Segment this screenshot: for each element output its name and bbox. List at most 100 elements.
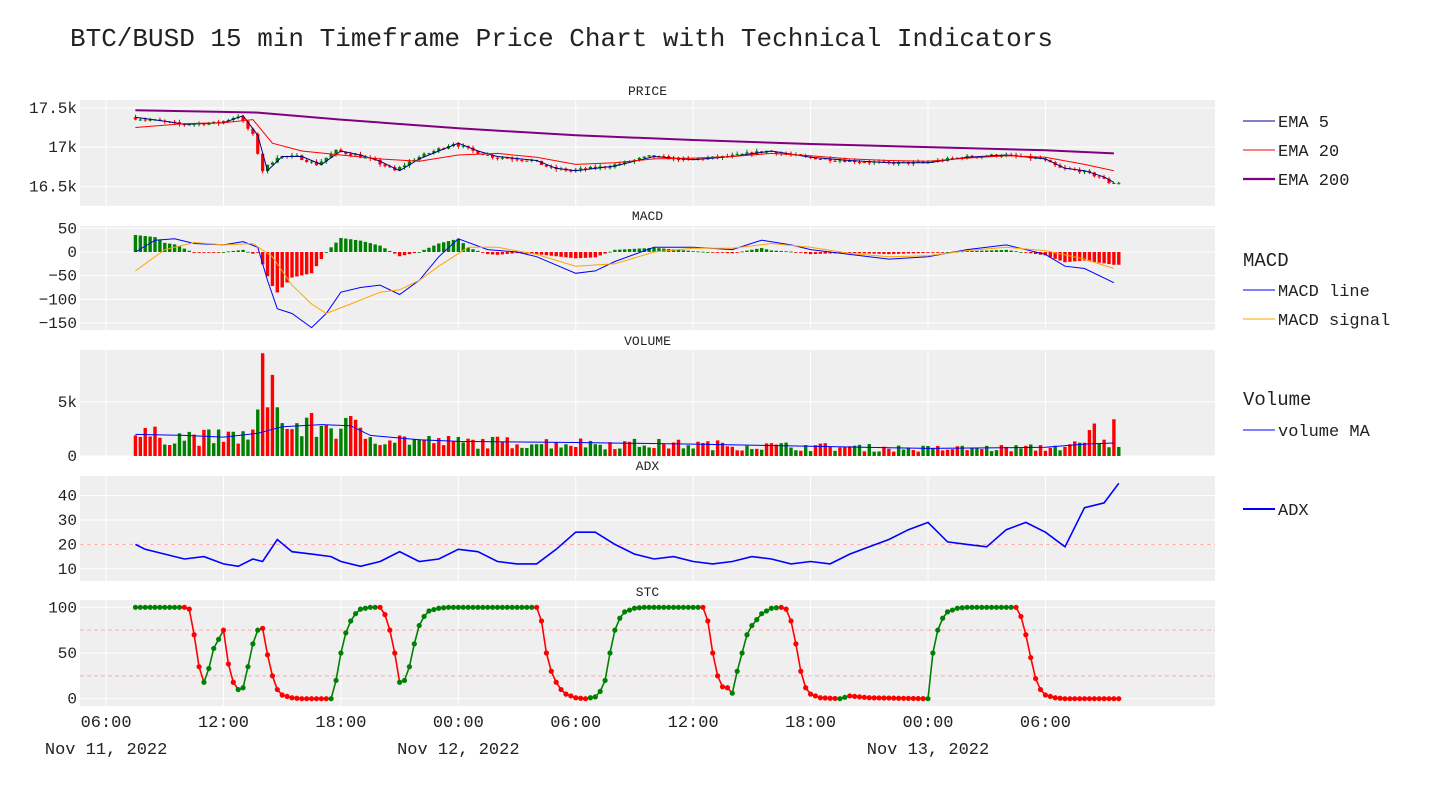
candle-body [525, 160, 529, 162]
volume-bar [339, 428, 343, 456]
x-tick-label: 18:00 [785, 714, 836, 733]
stc-marker [509, 604, 515, 610]
stc-marker [631, 605, 638, 611]
candle-body [192, 123, 196, 125]
volume-bar [725, 446, 730, 456]
candle-body [574, 169, 578, 171]
macd-hist-bar [779, 251, 783, 252]
stc-marker [323, 696, 329, 702]
candle-body [901, 161, 906, 163]
volume-bar [422, 440, 426, 456]
macd-hist-bar [388, 250, 392, 252]
volume-bar [701, 442, 705, 456]
stc-marker [817, 695, 823, 701]
macd-hist-bar [481, 252, 485, 253]
candle-body [867, 162, 871, 164]
macd-hist-bar [138, 235, 143, 252]
stc-marker [436, 605, 442, 611]
volume-bar [569, 445, 573, 456]
stc-marker [211, 645, 217, 652]
legend-macd-line-label: MACD line [1278, 283, 1370, 302]
stc-segment [222, 630, 230, 665]
stc-marker [1003, 604, 1009, 610]
macd-hist-bar [510, 252, 514, 254]
stc-marker [886, 695, 892, 701]
stc-marker [519, 604, 525, 610]
stc-marker [822, 695, 828, 701]
macd-hist-bar [133, 234, 138, 252]
volume-bar [1033, 450, 1038, 456]
candle-body [456, 144, 460, 147]
series-macd-line [135, 238, 1115, 329]
volume-bar [397, 435, 402, 456]
stc-marker [949, 607, 956, 613]
volume-bar [525, 448, 529, 456]
macd-hist-bar [882, 252, 886, 254]
macd-hist-bar [1029, 252, 1033, 254]
candle-body [309, 161, 314, 163]
macd-hist-bar [339, 237, 343, 252]
macd-hist-bar [588, 252, 593, 258]
candle-body [437, 148, 441, 151]
stc-marker [592, 694, 598, 700]
macd-hist-bar [221, 252, 226, 253]
volume-bar [984, 445, 989, 456]
macd-hist-bar [300, 252, 304, 276]
candle-body [270, 162, 275, 165]
volume-bar [432, 443, 436, 456]
stc-marker [930, 650, 936, 656]
volume-panel-title: VOLUME [624, 334, 671, 349]
legend-ema200-label: EMA 200 [1278, 172, 1349, 191]
stc-segment [208, 648, 215, 669]
volume-bar [172, 443, 177, 456]
stc-segment [384, 614, 391, 631]
volume-bar [280, 423, 284, 456]
macd-hist-bar [212, 252, 216, 253]
adx-panel-title: ADX [636, 459, 660, 474]
volume-bar [373, 443, 377, 456]
candle-body [490, 154, 495, 158]
volume-bar [671, 442, 676, 456]
macd-hist-bar [251, 252, 255, 254]
stc-marker [181, 604, 187, 610]
macd-hist-bar [725, 252, 730, 254]
macd-hist-bar [1082, 252, 1087, 261]
stc-marker [993, 604, 1000, 610]
candle-body [246, 121, 250, 129]
macd-hist-bar [334, 242, 338, 252]
stc-marker [543, 650, 549, 656]
stc-y-tick-label: 100 [48, 599, 77, 617]
stc-marker [445, 604, 452, 610]
volume-bar [916, 451, 920, 456]
volume-bar [1024, 445, 1028, 456]
macd-hist-bar [901, 252, 906, 254]
stc-marker [250, 641, 256, 647]
stc-marker [475, 604, 481, 610]
volume-bar [627, 441, 632, 456]
stc-marker [685, 604, 691, 610]
stc-marker [245, 664, 251, 670]
stc-segment [741, 634, 748, 654]
volume-bar [940, 450, 945, 456]
series-ema-200 [135, 109, 1114, 155]
volume-bar [324, 425, 328, 456]
volume-bar [221, 441, 226, 456]
volume-bar [564, 444, 568, 456]
stc-marker [852, 693, 858, 700]
volume-bar [740, 450, 744, 456]
volume-bar [549, 448, 553, 456]
volume-bar [427, 435, 431, 456]
macd-hist-bar [1019, 251, 1023, 253]
volume-bar [158, 437, 162, 456]
macd-hist-bar [784, 251, 788, 253]
volume-bar [153, 426, 157, 456]
volume-bar [613, 449, 617, 456]
stc-marker [1047, 693, 1053, 700]
macd-hist-bar [622, 249, 627, 252]
stc-panel-title: STC [636, 585, 660, 600]
candle-body [887, 161, 891, 163]
volume-bar [872, 451, 876, 456]
stc-marker [670, 604, 677, 610]
macd-hist-bar [574, 252, 578, 259]
